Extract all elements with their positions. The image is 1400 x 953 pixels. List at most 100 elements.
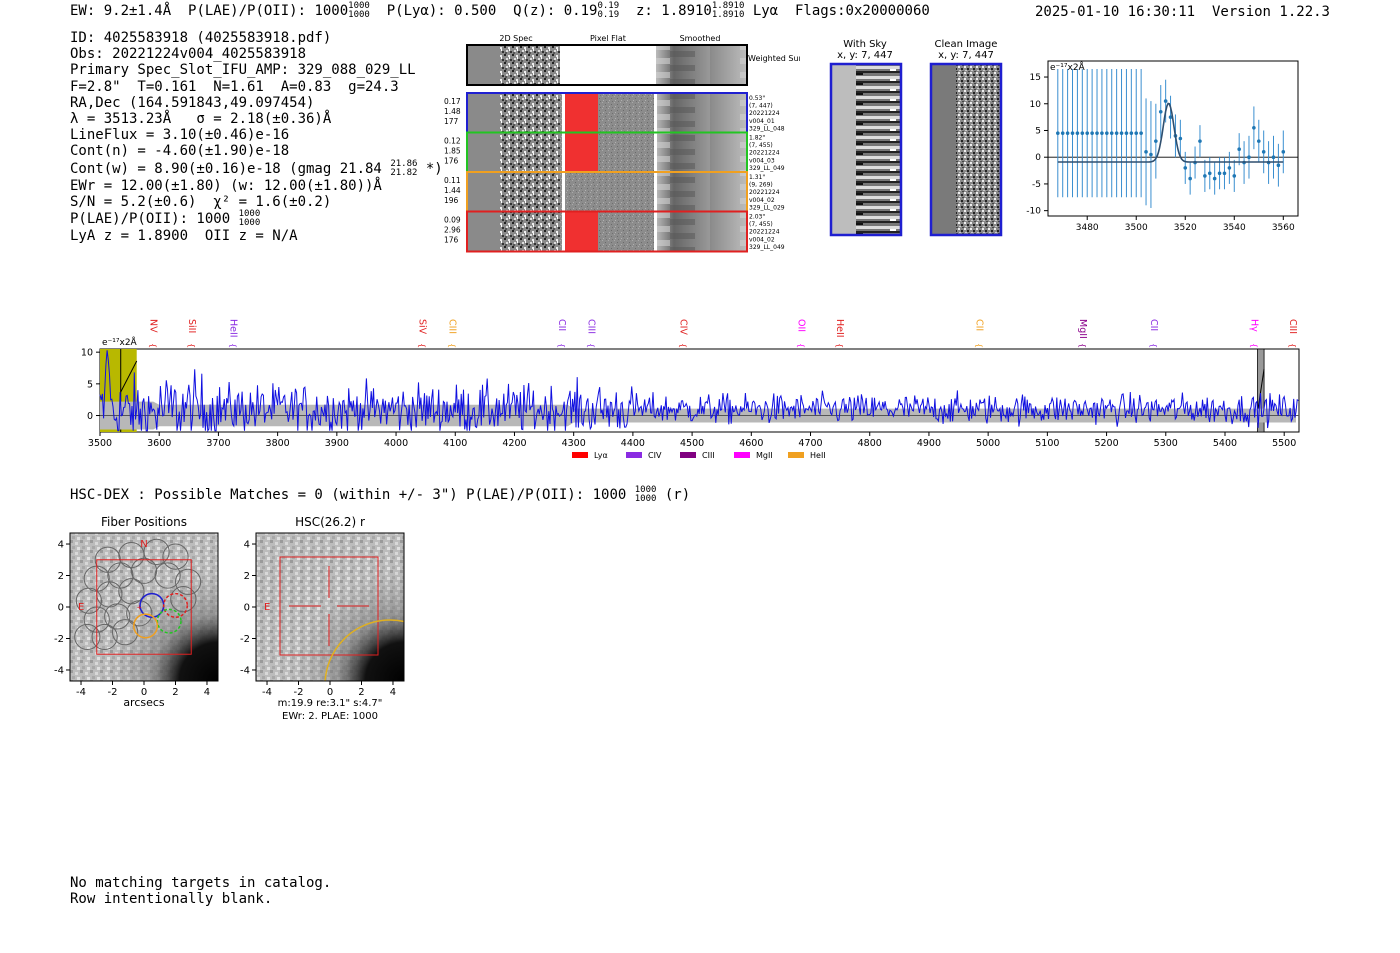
fit-point [1080,131,1085,135]
line-marker-label: HeII [834,319,845,338]
legend-swatch [734,452,750,458]
clean-image-coords: x, y: 7, 447 [938,50,994,61]
legend-swatch [572,452,588,458]
stamp-xtick-label: -2 [108,687,118,698]
header-qz: Q(z): 0.19 [513,3,598,19]
cutout-left-label: 0.11 [444,176,461,185]
fit-point [1158,109,1163,114]
header-plya: P(Lyα): 0.500 [386,3,497,19]
cutout-right-label: 0.53" [749,95,765,102]
clean-image-title: Clean Image [935,39,998,50]
stamp-ytick-label: 0 [58,603,64,614]
cutout-right-label: (7, 447) [749,103,773,110]
spectrum-axes: 3500 3600 3700 3800 3900 4000 4100 4200 4300 4400… [81,348,1296,449]
header-z: z: 1.8910 [636,3,712,19]
line-marker-brace: { [1250,343,1259,348]
legend-label: MgII [756,451,773,460]
line-marker-label: OII [796,319,807,332]
catalog-notes: No matching targets in catalog. Row inten… [70,875,331,907]
fit-plot-frame [1047,60,1299,217]
legend-item: CIV [626,451,662,460]
legend-item: Lyα [572,451,608,460]
stamp-xtick-label: 0 [327,687,333,698]
fiber-circle [130,557,158,584]
stamp-ytick-label: -4 [240,665,250,676]
with-sky-title: With Sky [843,39,887,50]
stamp-xtick-label: -2 [294,687,304,698]
fit-point [1149,152,1153,157]
imaging-stamps: Fiber Positions HSC(26.2) r + N E E -4-4… [54,515,405,722]
clean-image [929,62,1003,237]
stamp-ytick-label: 2 [58,571,64,582]
stamp-xtick-label: 4 [204,687,210,698]
with-sky-coords: x, y: 7, 447 [837,50,893,61]
cutout-header-smoothed: Smoothed [680,34,721,43]
cutout-left-label: 177 [444,117,459,126]
hsc-stamp-title: HSC(26.2) r [295,515,365,529]
fit-point [1144,150,1148,154]
cutout-left-label: 1.44 [444,186,461,195]
hsc-band: (r) [656,487,691,503]
fiber-circle [104,603,131,630]
fiber-circle [174,568,202,595]
spectrum-xtick-label: 3900 [325,438,349,449]
fit-xtick-label: 3520 [1174,223,1197,233]
spectrum-ytick-label: 5 [87,379,93,390]
hsc-east-label: E [264,602,270,613]
version: Version 1.22.3 [1211,4,1330,20]
spectrum-xtick-label: 4500 [680,438,704,449]
line-marker-brace: { [586,343,595,348]
line-marker-label: NV [147,319,158,333]
cutout-left-label: 0.09 [444,216,461,225]
info-gmag-range: 21.86 21.82 [390,158,418,178]
spectrum-xtick-label: 5300 [1154,438,1178,449]
line-marker-label: CII [1148,319,1159,331]
line-marker-label: CIV [677,319,688,335]
cutout-right-label: 2.03" [749,214,765,221]
legend-label: Lyα [594,451,608,460]
pixel-flat-red-region [564,133,598,172]
info-sn: S/N = 5.2(±0.6) χ² = 1.6(±0.2) [70,193,332,210]
legend-label: HeII [810,451,826,460]
spectrum-xtick-label: 4900 [917,438,941,449]
fit-point [1232,174,1237,178]
cutout-right-label: 1.82" [749,135,765,142]
line-marker-label: CIII [585,319,596,334]
line-marker-brace: { [447,343,456,348]
spectrum-xtick-label: 4800 [858,438,882,449]
cutout-left-label: 0.17 [444,97,461,106]
line-marker-brace: { [974,343,983,348]
line-marker-brace: { [418,343,427,348]
fit-point [1163,99,1168,103]
cutout-right-label: 20221224 [749,189,780,196]
fit-point [1178,136,1183,141]
cutout-right-label: v004_01 [749,118,775,125]
line-fit-chart: e⁻¹⁷x2Å 3480 3500 3520 3540 3560 -10 -5 0 5 10 15 [1026,60,1299,233]
spectrum-xtick-label: 3800 [266,438,290,449]
info-plae: P(LAE)/P(OII): 1000 1000 1000 [70,209,261,229]
fit-point [1198,139,1202,143]
spectrum-xtick-label: 4700 [798,438,822,449]
stamp-xtick-label: 2 [358,687,364,698]
spectrum-xtick-label: 5100 [1035,438,1059,449]
stamp-xtick-label: 0 [141,687,147,698]
line-marker-brace: { [835,343,844,348]
header-line: Lyα [752,3,779,19]
stamp-ytick-label: 4 [244,540,250,551]
header-z-range: 1.8910 1.8910 [711,1,745,20]
hsc-ellipse [324,619,404,681]
fiber-circle [162,543,189,570]
info-obs: Obs: 20221224v004_4025583918 [70,46,307,63]
pixel-flat-red-region [564,94,598,132]
fiber-circle [126,600,153,627]
fit-xtick-label: 3540 [1223,223,1246,233]
fit-point [1119,131,1124,135]
stamp-xtick-label: -4 [262,687,272,698]
fit-point [1212,176,1217,181]
info-redshift: LyA z = 1.8900 OII z = N/A [70,228,298,245]
cutout-left-label: 1.48 [444,107,461,116]
fit-point [1271,155,1276,160]
